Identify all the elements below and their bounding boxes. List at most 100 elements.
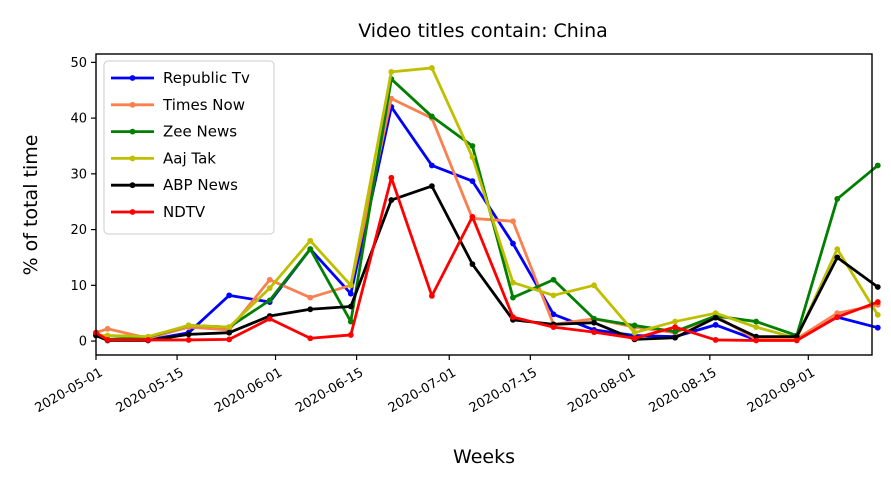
data-point xyxy=(226,329,233,336)
legend-item: Times Now xyxy=(111,96,245,114)
data-point xyxy=(510,279,516,286)
data-point xyxy=(834,196,841,202)
y-axis-title: % of total time xyxy=(20,135,42,276)
data-point xyxy=(834,254,841,261)
data-point xyxy=(591,329,597,336)
data-point xyxy=(307,335,314,342)
data-point xyxy=(307,237,314,244)
y-tick-label: 30 xyxy=(70,167,87,182)
legend-label: Times Now xyxy=(162,96,245,114)
data-point xyxy=(347,282,354,289)
data-point xyxy=(347,318,354,325)
data-point xyxy=(672,324,678,331)
data-point xyxy=(388,197,395,203)
y-tick-label: 0 xyxy=(79,335,87,350)
legend-marker xyxy=(129,155,136,162)
data-point xyxy=(307,294,314,301)
data-point xyxy=(428,293,435,299)
data-point xyxy=(874,162,881,169)
data-point xyxy=(469,143,476,149)
data-point xyxy=(510,294,516,301)
data-point xyxy=(753,318,760,325)
data-point xyxy=(226,324,233,331)
data-point xyxy=(388,174,395,181)
data-point xyxy=(591,319,597,326)
data-point xyxy=(388,95,395,102)
data-point xyxy=(104,325,111,332)
y-tick-label: 20 xyxy=(70,223,87,238)
y-axis: 0 10 20 30 40 50 xyxy=(70,56,96,350)
legend: Republic Tv Times Now Zee News Aaj Tak ABP N… xyxy=(103,60,275,235)
legend-item: Republic Tv xyxy=(111,69,250,87)
legend-item: ABP News xyxy=(111,176,238,194)
data-point xyxy=(753,337,760,344)
data-point xyxy=(266,315,273,322)
data-point xyxy=(428,183,435,190)
series-layer xyxy=(93,65,881,344)
data-point xyxy=(712,337,719,343)
legend-marker xyxy=(129,101,136,108)
legend-label: Zee News xyxy=(163,123,237,141)
legend-item: Aaj Tak xyxy=(111,149,216,167)
data-point xyxy=(388,68,395,75)
data-point xyxy=(185,331,192,338)
data-point xyxy=(550,276,557,283)
legend-marker xyxy=(129,209,136,215)
data-point xyxy=(753,324,760,331)
data-point xyxy=(793,337,800,344)
data-point xyxy=(874,299,881,305)
legend-label: Aaj Tak xyxy=(163,149,216,167)
data-point xyxy=(550,324,557,331)
data-point xyxy=(672,334,678,341)
data-point xyxy=(631,335,638,342)
legend-label: ABP News xyxy=(163,176,238,194)
data-point xyxy=(834,314,841,320)
legend-marker xyxy=(129,182,136,189)
legend-marker xyxy=(129,75,136,81)
data-point xyxy=(266,285,273,292)
data-point xyxy=(469,178,476,184)
data-point xyxy=(347,332,354,338)
data-point xyxy=(469,213,476,220)
data-point xyxy=(712,314,719,321)
legend-item: Zee News xyxy=(111,123,237,141)
y-tick-label: 40 xyxy=(70,112,87,127)
series-5 xyxy=(93,174,881,344)
data-point xyxy=(672,318,678,325)
data-point xyxy=(347,290,354,297)
chart-title: Video titles contain: China xyxy=(358,20,608,42)
data-point xyxy=(874,324,881,331)
data-point xyxy=(428,65,435,71)
data-point xyxy=(428,113,435,120)
x-axis-title: Weeks xyxy=(453,446,515,468)
data-point xyxy=(307,306,314,313)
y-tick-label: 50 xyxy=(70,56,87,71)
data-point xyxy=(226,336,233,343)
data-point xyxy=(104,337,111,343)
data-point xyxy=(550,292,557,299)
data-point xyxy=(510,240,516,247)
data-point xyxy=(510,218,516,225)
data-point xyxy=(631,329,638,336)
legend-label: Republic Tv xyxy=(163,69,250,87)
legend-marker xyxy=(129,128,136,135)
legend-label: NDTV xyxy=(163,203,206,221)
data-point xyxy=(185,322,192,329)
data-point xyxy=(307,246,314,252)
legend-item: NDTV xyxy=(111,203,206,221)
data-point xyxy=(266,297,273,304)
data-point xyxy=(631,322,638,329)
data-point xyxy=(266,276,273,283)
data-point xyxy=(874,311,881,318)
data-point xyxy=(591,282,597,289)
data-point xyxy=(510,314,516,320)
data-point xyxy=(347,303,354,310)
data-point xyxy=(672,328,678,335)
data-point xyxy=(428,162,435,169)
data-point xyxy=(145,337,152,343)
data-point xyxy=(874,284,881,290)
data-point xyxy=(226,292,233,299)
plot-frame xyxy=(95,53,873,356)
data-point xyxy=(469,261,476,268)
